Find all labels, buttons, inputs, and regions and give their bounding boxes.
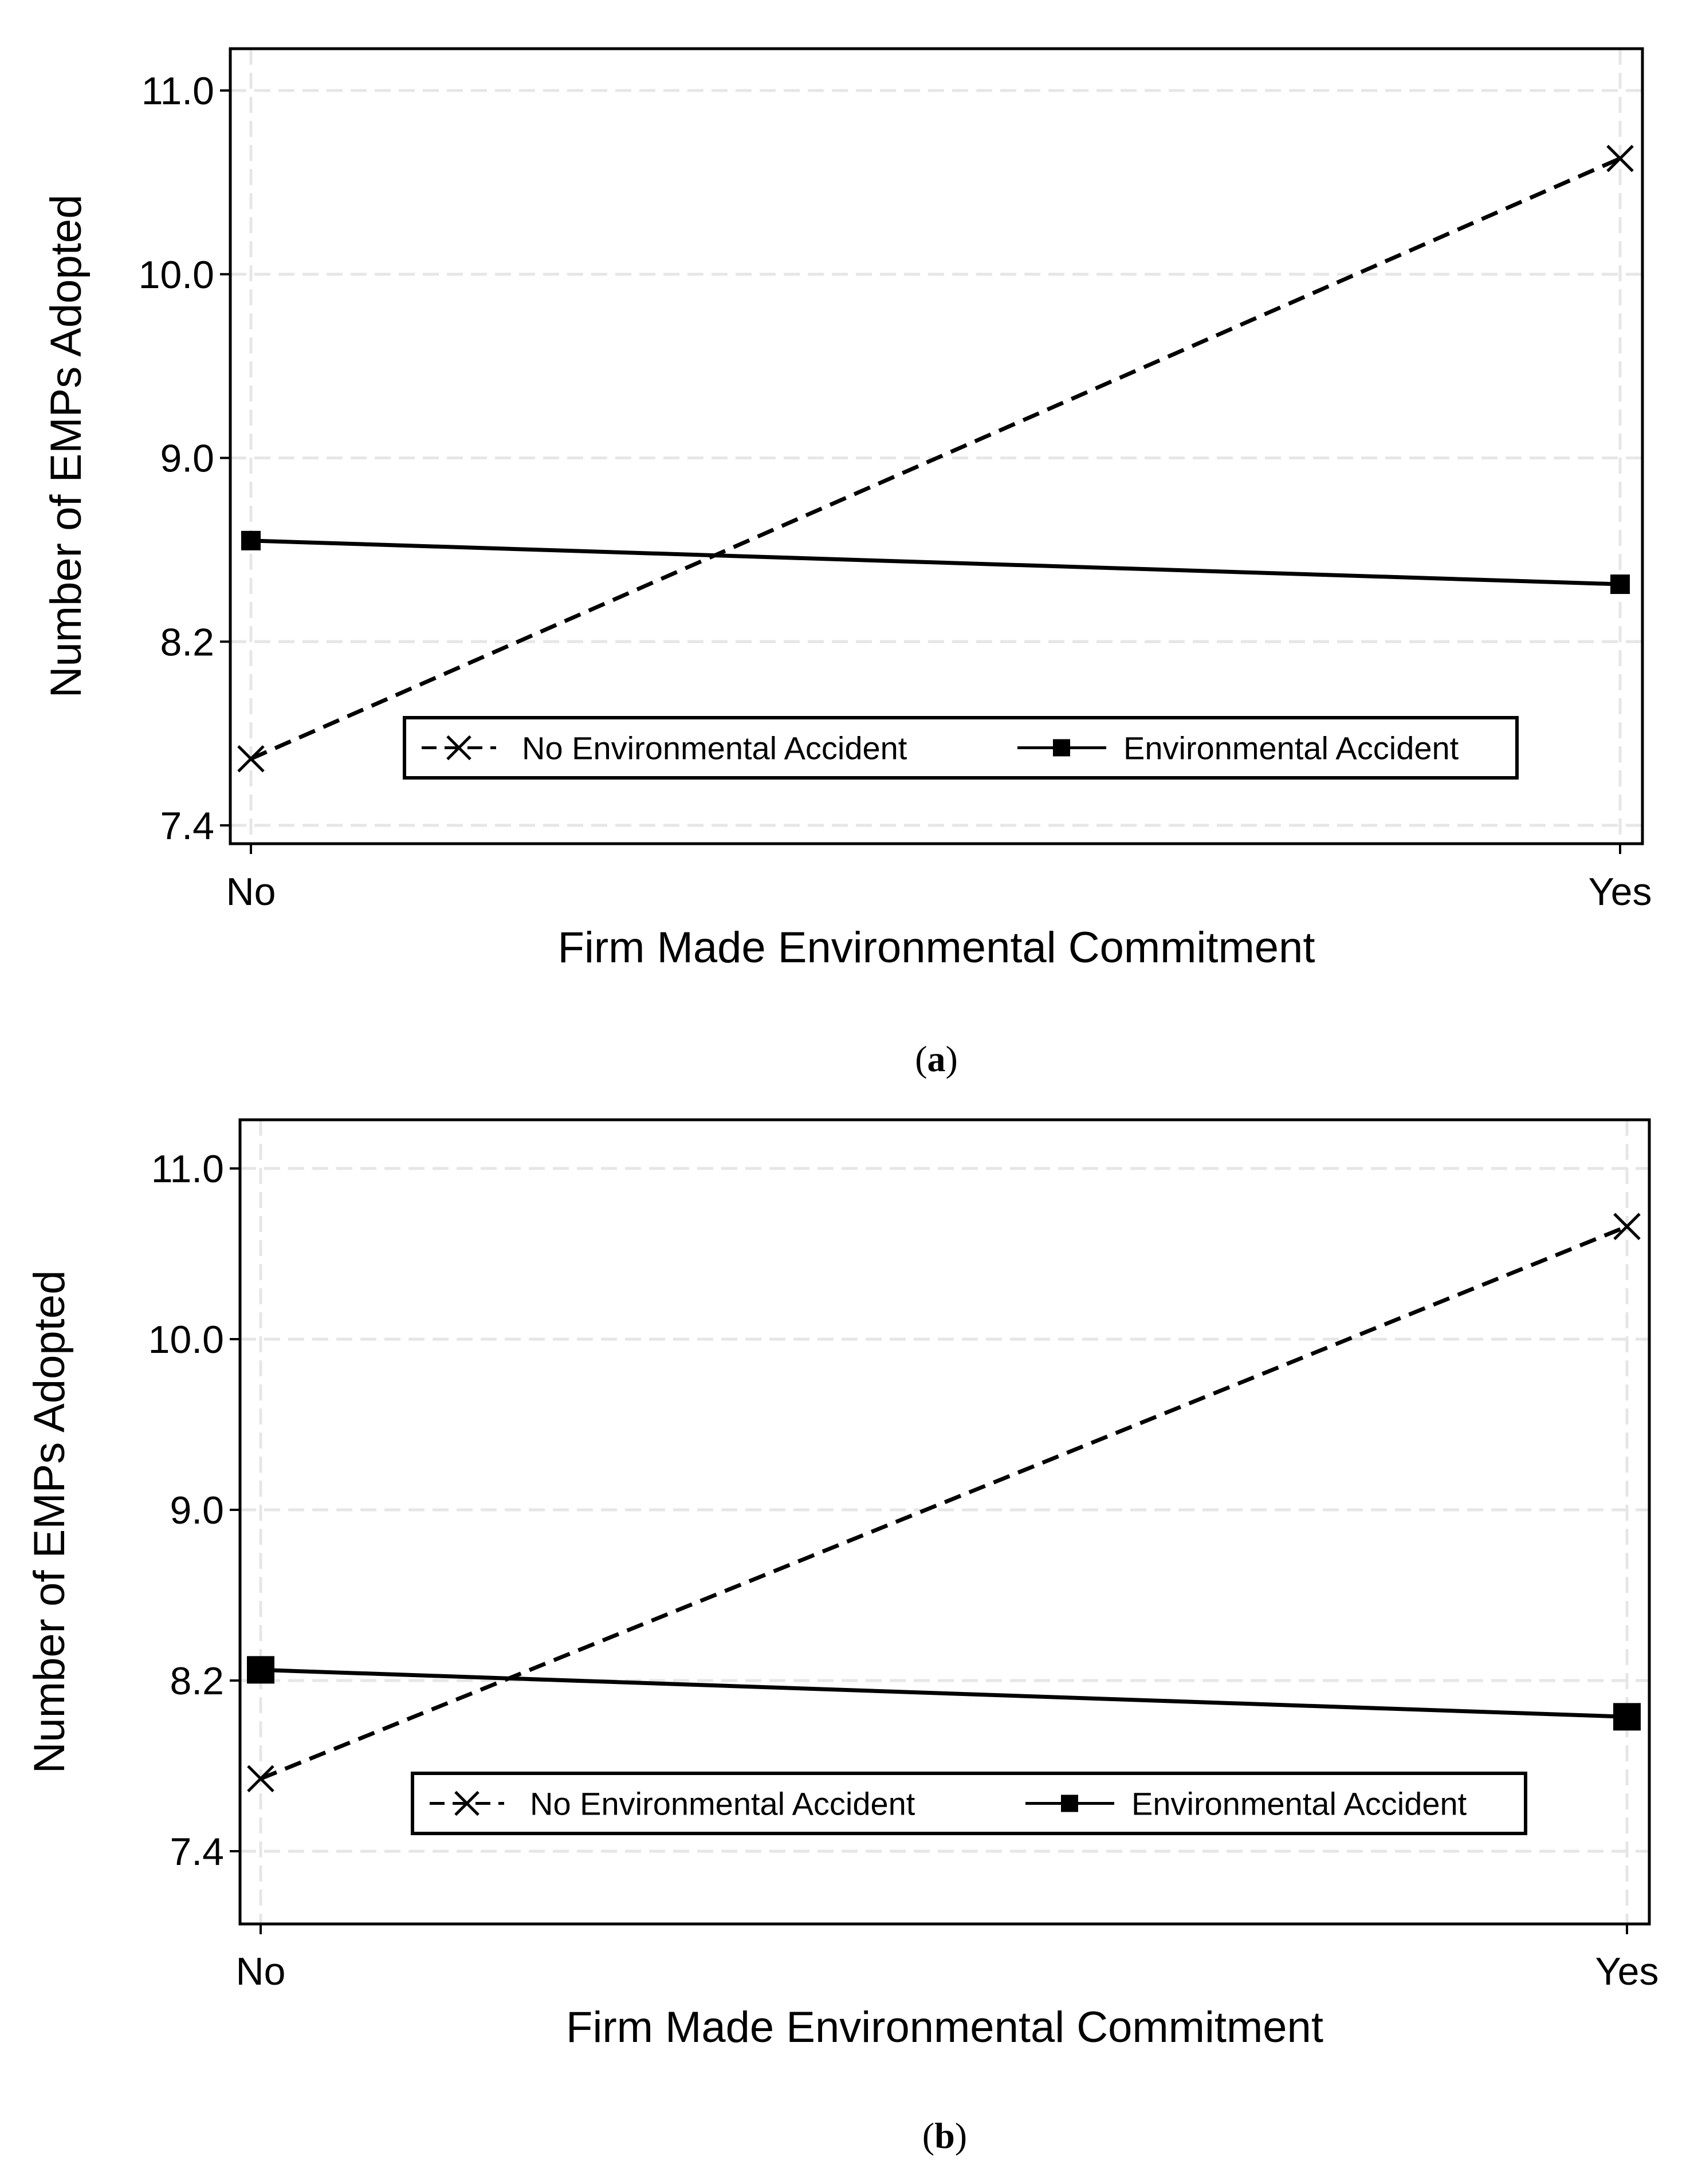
chart-panel-b: 11.0 10.0 9.0 8.2 7.4 No Yes Firm Made Environm…	[25, 1118, 1659, 2156]
legend-box	[403, 716, 1519, 780]
x-tick-label: Yes	[1595, 1950, 1659, 1993]
x-axis-title: Firm Made Environmental Commitment	[566, 2003, 1323, 2052]
y-tick-label: 8.2	[160, 620, 214, 664]
x-axis-title: Firm Made Environmental Commitment	[558, 923, 1315, 972]
caption-paren-close: )	[955, 2115, 967, 2156]
caption-paren-close: )	[946, 1038, 958, 1079]
y-axis-title: Number of EMPs Adopted	[42, 195, 91, 698]
legend: No Environmental Accident Environmental A…	[411, 1772, 1527, 1835]
x-tick-label: No	[226, 870, 276, 914]
data-point-x-marker	[237, 745, 265, 773]
legend-label-accident: Environmental Accident	[1131, 1786, 1467, 1822]
legend-square-marker-icon	[1053, 739, 1070, 757]
data-point-square-marker	[1610, 574, 1630, 595]
panel-caption: (a)	[915, 1038, 958, 1079]
legend-x-marker-icon	[454, 1791, 479, 1816]
x-marker-stroke	[1613, 1213, 1641, 1241]
legend-label-accident: Environmental Accident	[1123, 730, 1459, 766]
data-point-x-marker	[1606, 144, 1634, 172]
data-point-x-marker	[247, 1765, 274, 1793]
caption-letter: b	[934, 2115, 955, 2156]
series-line-no-accident	[250, 156, 1621, 761]
legend-x-marker-icon	[446, 735, 471, 761]
series-line-no-accident	[260, 1225, 1628, 1781]
data-point-square-marker	[241, 530, 261, 550]
panel-caption: (b)	[922, 2115, 967, 2156]
y-tick-label: 11.0	[151, 1147, 224, 1191]
data-point-square-marker	[1613, 1703, 1641, 1731]
y-tick-label: 10.0	[139, 253, 214, 297]
legend-label-no-accident: No Environmental Accident	[530, 1786, 915, 1822]
y-axis-title: Number of EMPs Adopted	[25, 1270, 74, 1774]
plot-frame	[238, 1118, 1651, 1926]
legend-box	[411, 1772, 1527, 1835]
data-point-x-marker	[1613, 1213, 1641, 1241]
plot-frame	[229, 47, 1644, 845]
legend: No Environmental Accident Environmental A…	[403, 716, 1519, 780]
y-tick-label: 7.4	[170, 1830, 224, 1874]
legend-square-marker-icon	[1061, 1795, 1078, 1812]
x-tick-label: Yes	[1589, 870, 1652, 914]
x-marker-stroke	[247, 1765, 274, 1793]
x-marker-stroke	[1606, 144, 1634, 172]
data-point-square-marker	[247, 1656, 274, 1684]
y-tick-label: 9.0	[160, 437, 214, 481]
chart-panel-a: 11.0 10.0 9.0 8.2 7.4 No Yes Firm Made Environm…	[42, 47, 1652, 1079]
y-tick-label: 8.2	[170, 1659, 224, 1703]
series-line-accident	[250, 538, 1621, 587]
caption-paren-open: (	[922, 2115, 934, 2156]
caption-letter: a	[927, 1038, 946, 1079]
y-tick-label: 10.0	[148, 1318, 224, 1361]
y-tick-label: 7.4	[160, 804, 214, 848]
y-tick-label: 11.0	[142, 69, 214, 113]
series-line-accident	[260, 1667, 1628, 1719]
y-tick-label: 9.0	[170, 1489, 224, 1532]
x-marker-stroke	[237, 745, 265, 773]
legend-label-no-accident: No Environmental Accident	[522, 730, 907, 766]
caption-paren-open: (	[915, 1038, 927, 1079]
x-tick-label: No	[236, 1950, 286, 1993]
